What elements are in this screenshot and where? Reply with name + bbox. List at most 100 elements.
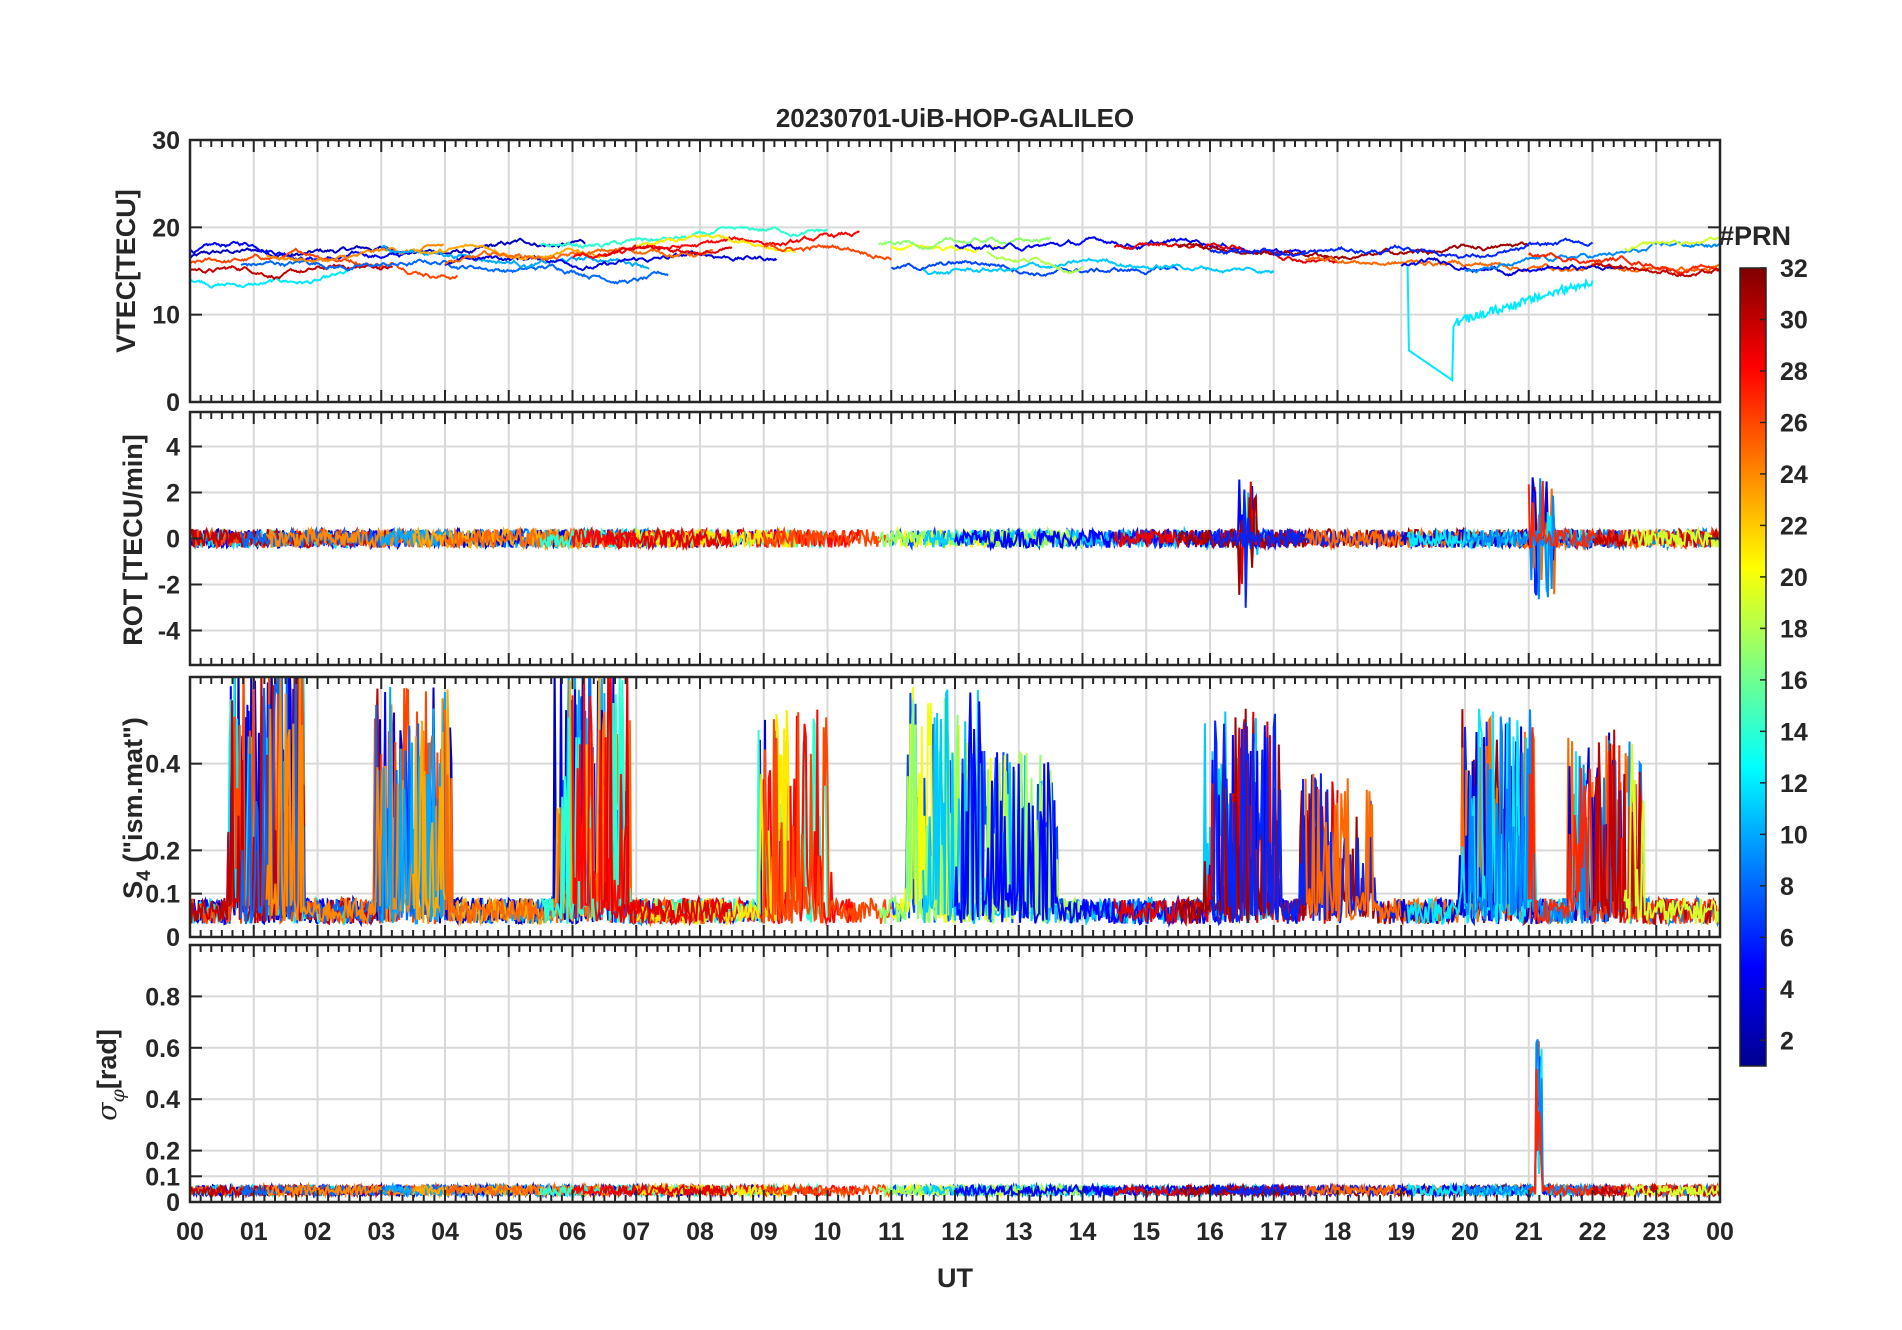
prn-trace — [922, 257, 1275, 276]
colorbar-tick-label: 6 — [1780, 924, 1794, 952]
prn-trace — [190, 269, 349, 289]
prn-trace — [891, 259, 1179, 278]
prn-trace — [1623, 1183, 1720, 1199]
prn-trace — [603, 526, 732, 552]
colorbar-tick-label: 24 — [1780, 461, 1808, 489]
x-tick-label: 10 — [814, 1218, 842, 1246]
y-tick-label: 20 — [152, 214, 180, 242]
series-group — [190, 477, 1720, 608]
prn-trace — [762, 712, 893, 924]
colorbar-tick-label: 20 — [1780, 564, 1808, 592]
x-tick-label: 12 — [941, 1218, 969, 1246]
colorbar-tick-label: 16 — [1780, 667, 1808, 695]
prn-trace — [1406, 265, 1594, 383]
y-tick-label: 0 — [166, 526, 180, 554]
prn-trace — [571, 230, 860, 260]
y-axis-label-vtec: VTEC[TECU] — [111, 189, 141, 353]
prn-trace — [986, 250, 1084, 275]
y-tick-label: 0.4 — [145, 1086, 180, 1114]
x-tick-label: 22 — [1579, 1218, 1607, 1246]
prn-trace — [603, 1182, 733, 1199]
x-tick-label: 17 — [1260, 1218, 1288, 1246]
prn-trace — [190, 263, 393, 281]
colorbar-tick-label: 26 — [1780, 409, 1808, 437]
x-tick-label: 08 — [686, 1218, 714, 1246]
colorbar-tick-label: 14 — [1780, 718, 1808, 746]
y-tick-label: 0.2 — [145, 837, 180, 865]
colorbar-tick-label: 12 — [1780, 770, 1808, 798]
x-tick-label: 03 — [367, 1218, 395, 1246]
y-tick-label: 10 — [152, 302, 180, 330]
prn-trace — [1406, 1048, 1594, 1199]
x-tick-label: 19 — [1387, 1218, 1415, 1246]
prn-trace — [762, 526, 893, 549]
prn-trace — [1209, 237, 1594, 260]
series-group — [190, 226, 1720, 383]
y-axis-label-sigma-phi: σφ[rad] — [92, 1029, 129, 1121]
prn-trace — [1528, 252, 1720, 275]
y-tick-label: 0 — [166, 924, 180, 952]
prn-trace — [1113, 241, 1338, 265]
y-tick-label: -4 — [158, 618, 180, 646]
colorbar-tick-label: 10 — [1780, 821, 1808, 849]
x-tick-label: 16 — [1196, 1218, 1224, 1246]
prn-trace — [763, 243, 892, 261]
prn-trace — [444, 250, 778, 272]
prn-trace — [1177, 241, 1530, 261]
prn-trace — [1527, 727, 1720, 926]
colorbar-tick-label: 8 — [1780, 873, 1794, 901]
x-tick-label: 18 — [1324, 1218, 1352, 1246]
prn-trace — [636, 233, 796, 254]
prn-trace — [1304, 1041, 1720, 1200]
x-tick-label: 06 — [559, 1218, 587, 1246]
prn-trace — [878, 236, 1052, 251]
y-tick-label: -2 — [158, 572, 180, 600]
y-tick-label: 30 — [152, 127, 180, 155]
x-tick-label: 09 — [750, 1218, 778, 1246]
prn-trace — [539, 226, 828, 250]
y-tick-label: 0.2 — [145, 1138, 180, 1166]
prn-trace — [1624, 526, 1720, 550]
x-axis-label: UT — [937, 1263, 973, 1293]
x-tick-label: 04 — [431, 1218, 459, 1246]
panel-rot: -4 -2 0 2 4 — [158, 410, 1722, 667]
x-tick-label: 00 — [176, 1218, 204, 1246]
panel-vtec: 0 10 20 30 — [152, 127, 1722, 417]
colorbar-tick-label: 28 — [1780, 358, 1808, 386]
y-tick-label: 0.1 — [145, 881, 180, 909]
y-tick-label: 0.1 — [145, 1163, 180, 1191]
x-tick-label: 01 — [240, 1218, 268, 1246]
x-tick-labels: 00 01 02 03 04 05 06 07 08 09 10 11 12 13 14 15 16 17 18 19… — [176, 1218, 1734, 1246]
prn-trace — [603, 677, 733, 926]
chart-title: 20230701-UiB-HOP-GALILEO — [776, 103, 1134, 133]
prn-trace — [1591, 262, 1720, 278]
x-tick-label: 11 — [878, 1218, 905, 1246]
colorbar-tick-label: 32 — [1780, 255, 1808, 283]
y-axis-label-rot: ROT [TECU/min] — [118, 434, 148, 645]
colorbar-tick-label: 2 — [1780, 1027, 1794, 1055]
colorbar-tick-label: 18 — [1780, 615, 1808, 643]
series-group — [190, 677, 1720, 928]
x-tick-label: 13 — [1005, 1218, 1033, 1246]
panel-sigma-phi: 00.10.2 0.4 0.6 0.8 — [145, 943, 1722, 1217]
prn-trace — [1623, 743, 1720, 927]
prn-trace — [1624, 236, 1720, 252]
y-tick-label: 0.6 — [145, 1035, 180, 1063]
prn-trace — [1400, 1056, 1626, 1200]
y-axis-label-s4: S4 ("ism.mat") — [118, 717, 155, 899]
x-tick-label: 23 — [1642, 1218, 1670, 1246]
prn-trace — [603, 245, 733, 258]
y-tick-label: 0.8 — [145, 983, 180, 1011]
colorbar-tick-label: 22 — [1780, 512, 1808, 540]
y-tick-label: 0 — [166, 389, 180, 417]
x-tick-label: 20 — [1451, 1218, 1479, 1246]
prn-trace — [1304, 255, 1720, 273]
x-tick-label: 21 — [1515, 1218, 1543, 1246]
y-tick-label: 0 — [166, 1189, 180, 1217]
panel-s4: 0 0.1 0.2 0.4 — [145, 675, 1722, 952]
y-tick-label: 2 — [166, 480, 180, 508]
x-tick-label: 15 — [1132, 1218, 1160, 1246]
x-tick-label: 02 — [304, 1218, 332, 1246]
